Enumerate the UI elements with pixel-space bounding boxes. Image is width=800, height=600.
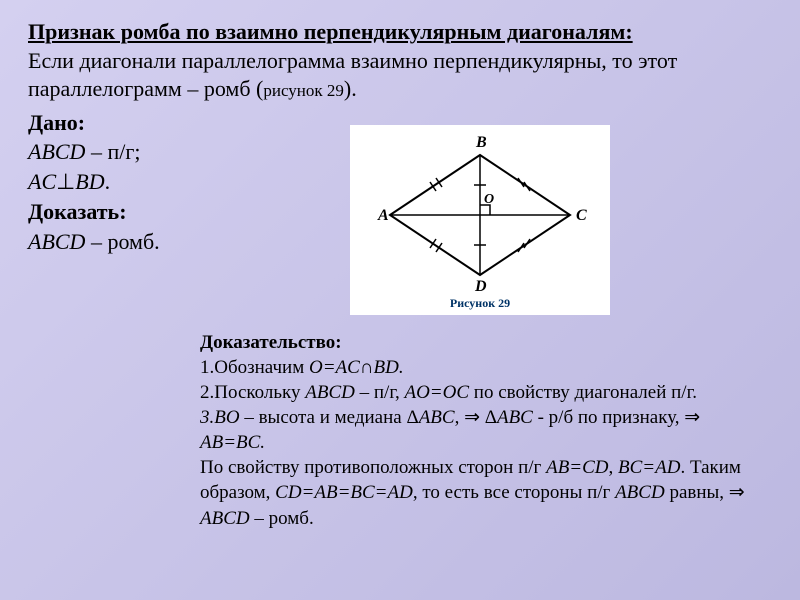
p4g: , то есть все стороны п/г — [413, 482, 615, 503]
p4i: равны, ⇒ — [665, 482, 745, 503]
proof-line-2: 2.Поскольку ABCD – п/г, AO=OC по свойств… — [200, 380, 770, 405]
label-c: C — [576, 207, 587, 224]
p2d: AO=OC — [404, 382, 469, 403]
p1c: BD. — [374, 357, 404, 378]
p2e: по свойству диагоналей п/г. — [469, 382, 697, 403]
p4f: CD=AB=BC=AD — [275, 482, 413, 503]
p1b: O=AC — [309, 357, 360, 378]
theorem-statement: Если диагонали параллелограмма взаимно п… — [28, 47, 772, 104]
prove-tail: – ромб. — [85, 229, 159, 254]
p2c: – п/г, — [355, 382, 405, 403]
p3b: BO — [214, 407, 239, 428]
figure-ref: рисунок 29 — [263, 81, 344, 100]
p2b: ABCD — [305, 382, 355, 403]
p3e: , ⇒ Δ — [455, 407, 497, 428]
label-o: O — [484, 192, 494, 207]
statement-close: ). — [344, 76, 357, 101]
p1a: 1.Обозначим — [200, 357, 309, 378]
p3g: - р/б по признаку, ⇒ — [533, 407, 700, 428]
given-ac: AC — [28, 169, 56, 194]
proof-heading: Доказательство: — [200, 330, 770, 355]
given-bd: BD — [75, 169, 104, 194]
p4j: ABCD — [200, 508, 250, 529]
p3a: 3. — [200, 407, 214, 428]
p4b: AB=CD — [546, 457, 608, 478]
p4h: ABCD — [615, 482, 665, 503]
label-b: B — [475, 134, 487, 151]
given-line1-tail: – п/г; — [85, 139, 140, 164]
proof-line-3: 3.BO – высота и медиана ΔABC, ⇒ ΔABC - р… — [200, 405, 770, 455]
p4a: По свойству противоположных сторон п/г — [200, 457, 546, 478]
proof-line-4: По свойству противоположных сторон п/г A… — [200, 455, 770, 530]
perp-symbol: ⊥ — [56, 169, 75, 194]
given-dot: . — [105, 169, 111, 194]
proof-line-1: 1.Обозначим O=AC∩BD. — [200, 355, 770, 380]
p3c: – высота и медиана Δ — [240, 407, 419, 428]
rhombus-svg: A B C D O — [350, 125, 610, 295]
p4c: , — [609, 457, 619, 478]
theorem-title: Признак ромба по взаимно перпендикулярны… — [28, 18, 772, 47]
p3d: ABC — [419, 407, 455, 428]
given-abcd: ABCD — [28, 139, 85, 164]
label-a: A — [377, 207, 389, 224]
p1sym: ∩ — [360, 357, 374, 378]
p2a: 2.Поскольку — [200, 382, 305, 403]
proof-block: Доказательство: 1.Обозначим O=AC∩BD. 2.П… — [200, 330, 770, 531]
p3h: AB=BC. — [200, 432, 265, 453]
rhombus-figure: A B C D O Рисунок 29 — [350, 125, 610, 315]
figure-caption: Рисунок 29 — [350, 296, 610, 311]
p4d: BC=AD — [618, 457, 680, 478]
p4k: – ромб. — [250, 508, 314, 529]
label-d: D — [474, 278, 487, 295]
p3f: ABC — [497, 407, 533, 428]
prove-abcd: ABCD — [28, 229, 85, 254]
